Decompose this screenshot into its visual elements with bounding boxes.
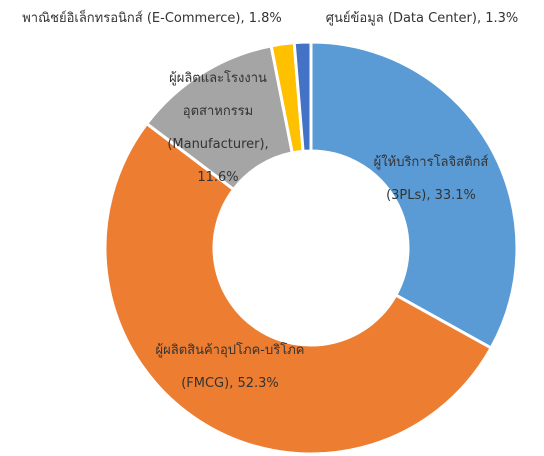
category-label: ผู้ผลิตและโรงงานอุตสาหกรรม (Manufacturer…: [167, 71, 269, 152]
value-label: 33.1%: [434, 188, 476, 203]
value-label: 1.8%: [248, 11, 282, 26]
category-label: ศูนย์ข้อมูล (Data Center),: [325, 11, 482, 26]
data-label: ผู้ผลิตสินค้าอุปโภค-บริโภค (FMCG), 52.3%: [155, 334, 305, 400]
donut-slice: [103, 121, 494, 456]
data-label: ผู้ผลิตและโรงงานอุตสาหกรรม (Manufacturer…: [148, 62, 288, 194]
category-label: ผู้ผลิตสินค้าอุปโภค-บริโภค (FMCG),: [155, 343, 305, 391]
value-label: 52.3%: [237, 376, 279, 391]
data-label: ศูนย์ข้อมูล (Data Center), 1.3%: [300, 2, 544, 35]
data-label: ผู้ให้บริการโลจิสติกส์ (3PLs), 33.1%: [372, 146, 490, 212]
value-label: 1.3%: [485, 11, 519, 26]
donut-slice: [292, 40, 313, 153]
value-label: 11.6%: [197, 170, 239, 185]
data-label: พาณิชย์อิเล็กทรอนิกส์ (E-Commerce), 1.8%: [2, 2, 302, 35]
category-label: ผู้ให้บริการโลจิสติกส์ (3PLs),: [373, 155, 489, 203]
donut-slice: [309, 40, 519, 351]
category-label: พาณิชย์อิเล็กทรอนิกส์ (E-Commerce),: [22, 11, 245, 26]
